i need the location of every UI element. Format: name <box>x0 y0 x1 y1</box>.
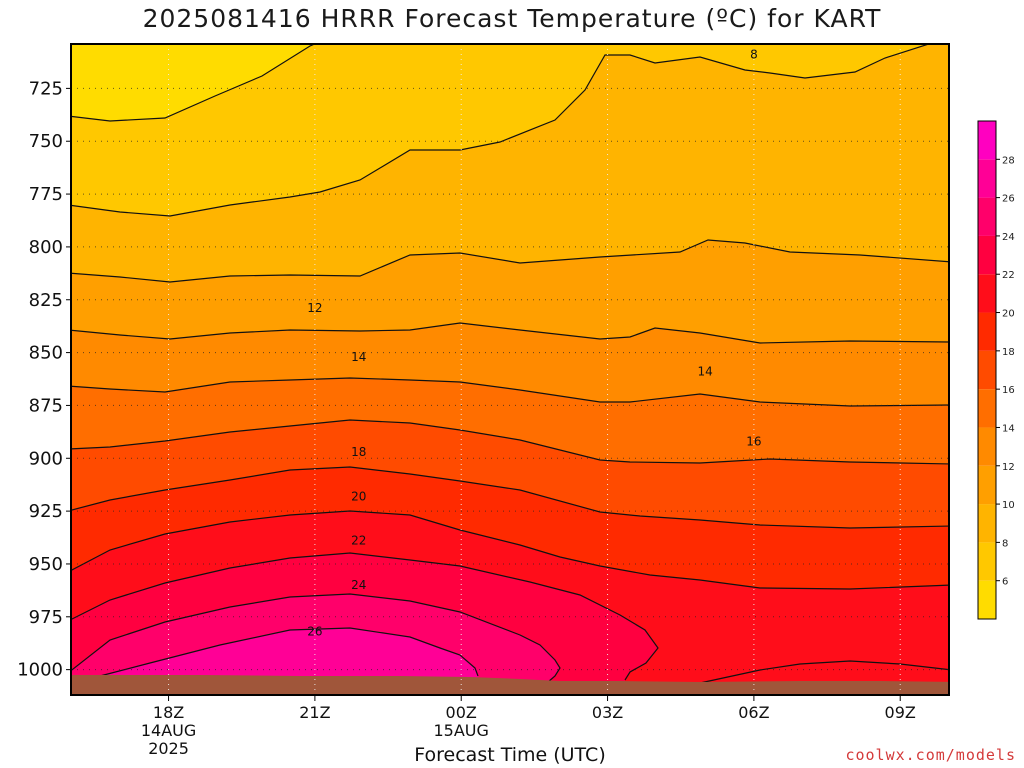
isotherm-10 <box>71 239 949 283</box>
x-tick-date: 14AUG <box>141 721 196 740</box>
colorbar-label: 12 <box>1002 462 1015 473</box>
y-tick-label: 800 <box>29 237 63 258</box>
contour-label: 16 <box>746 434 761 448</box>
isotherm-12 <box>71 322 949 344</box>
colorbar-label: 6 <box>1002 577 1008 588</box>
y-tick-label: 725 <box>29 78 63 99</box>
colorbar-swatch <box>978 312 996 351</box>
colorbar-swatch <box>978 389 996 428</box>
contour-label: 22 <box>351 534 366 548</box>
isotherm-18 <box>71 466 949 529</box>
colorbar-label: 14 <box>1002 423 1015 434</box>
colorbar-swatch <box>978 197 996 236</box>
y-tick-label: 975 <box>29 607 63 628</box>
x-tick-label: 03Z <box>592 703 623 722</box>
isotherm-6 <box>71 44 317 122</box>
x-axis-label: Forecast Time (UTC) <box>414 744 606 766</box>
y-tick-label: 750 <box>29 131 63 152</box>
x-tick-label: 18Z <box>153 703 184 722</box>
colorbar-swatch <box>978 274 996 313</box>
colorbar-label: 20 <box>1002 309 1015 320</box>
y-tick-label: 875 <box>29 395 63 416</box>
contour-label: 14 <box>697 365 712 379</box>
y-tick-label: 850 <box>29 343 63 364</box>
colorbar-swatch <box>978 465 996 505</box>
terrain-band <box>71 675 949 695</box>
isotherm-16 <box>71 419 949 465</box>
colorbar-label: 24 <box>1002 232 1015 243</box>
y-tick-label: 825 <box>29 290 63 311</box>
x-tick-date: 15AUG <box>434 721 489 740</box>
colorbar-label: 10 <box>1002 500 1015 511</box>
credit-text: coolwx.com/models <box>845 746 1016 764</box>
contour-label: 26 <box>307 625 322 639</box>
y-tick-label: 900 <box>29 448 63 469</box>
x-tick-year: 2025 <box>148 739 189 758</box>
x-tick-label: 21Z <box>299 703 330 722</box>
y-tick-label: 775 <box>29 184 63 205</box>
isotherm-24 <box>71 593 561 683</box>
colorbar-label: 28 <box>1002 155 1015 166</box>
isotherm-22 <box>71 552 659 681</box>
y-tick-label: 950 <box>29 554 63 575</box>
colorbar-swatch <box>978 121 996 160</box>
contour-label: 14 <box>351 350 366 364</box>
contour-label: 12 <box>307 301 322 315</box>
x-tick-label: 06Z <box>738 703 769 722</box>
plot-frame <box>70 43 950 696</box>
x-tick-label: 00Z <box>446 703 477 722</box>
colorbar-swatch <box>978 542 996 581</box>
colorbar-label: 22 <box>1002 270 1015 281</box>
x-tick-label: 09Z <box>885 703 916 722</box>
colorbar-label: 26 <box>1002 194 1015 205</box>
colorbar-swatch <box>978 427 996 466</box>
y-tick-label: 1000 <box>17 660 63 681</box>
isotherm-26 <box>99 627 479 677</box>
colorbar-label: 8 <box>1002 538 1008 549</box>
colorbar-swatch <box>978 159 996 198</box>
colorbar-swatch <box>978 235 996 275</box>
contour-label: 20 <box>351 489 366 503</box>
colorbar-frame <box>977 120 997 620</box>
colorbar-swatch <box>978 504 996 543</box>
colorbar-label: 16 <box>1002 385 1015 396</box>
isotherm-14 <box>71 377 949 407</box>
contour-label: 18 <box>351 445 366 459</box>
isotherm-20-lower <box>699 660 949 684</box>
contour-label: 24 <box>351 578 366 592</box>
colorbar-swatch <box>978 580 996 619</box>
y-tick-label: 925 <box>29 501 63 522</box>
contour-label: 8 <box>750 48 758 62</box>
colorbar-swatch <box>978 350 996 390</box>
isotherm-8 <box>71 44 931 217</box>
isotherm-20 <box>71 510 949 590</box>
colorbar-label: 18 <box>1002 347 1015 358</box>
chart-title: 2025081416 HRRR Forecast Temperature (ºC… <box>142 4 882 33</box>
